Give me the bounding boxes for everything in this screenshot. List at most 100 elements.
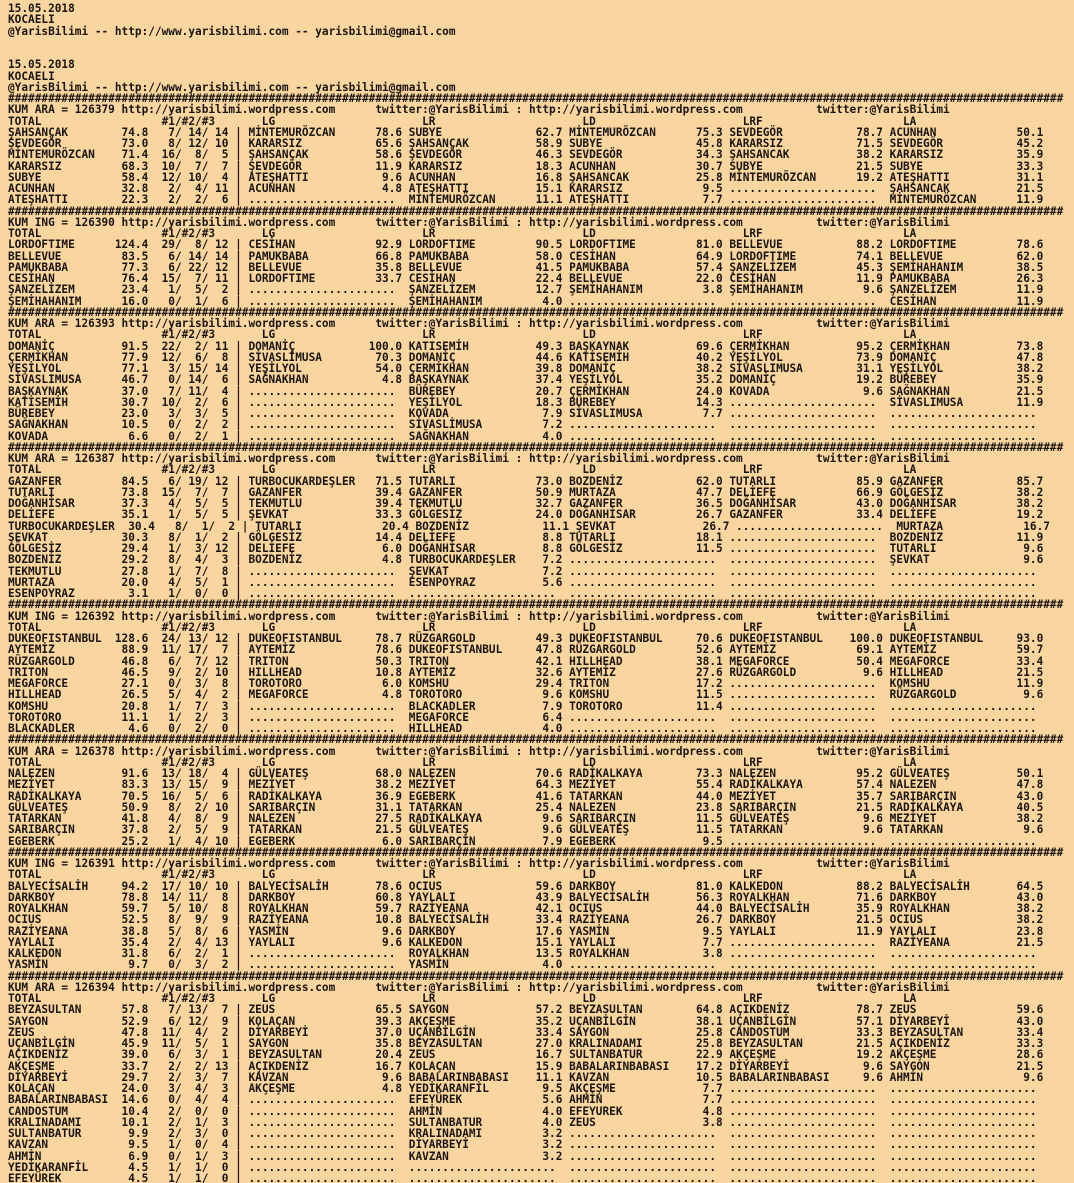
stat-cell-ld: ...................... — [569, 429, 730, 443]
section-divider: ########################################… — [8, 440, 1064, 454]
stat-cell-ld: CESİHAN 64.9 — [569, 249, 730, 263]
finish-counts: 5/ 4/ 2 — [148, 688, 229, 702]
horse-name: BALYECİSALİH — [8, 879, 109, 893]
stat-cell-la: SAYGON 21.5 — [889, 1059, 1050, 1073]
horse-name: MEGAFORCE — [8, 677, 109, 690]
column-separator: | — [228, 362, 249, 375]
stat-cell-lrf: GAZANFER 33.4 — [729, 508, 890, 522]
stat-cell-lg: YAYLALI 9.6 — [248, 935, 409, 949]
table-row: AHMİN 6.9 0/ 1/ 3 | ....................… — [8, 1150, 1074, 1162]
stat-cell-lrf: BABALARINBABASI 9.6 — [729, 1070, 890, 1084]
total-value: 70.5 — [108, 789, 149, 803]
table-row: CANDOSTUM 10.4 2/ 0/ 0 | ...............… — [8, 1104, 1074, 1118]
total-value: 3.1 — [108, 587, 149, 600]
stat-cell-ld: YAYLALI 7.7 — [569, 935, 730, 949]
total-value: 20.0 — [108, 575, 149, 589]
column-separator: | — [228, 688, 249, 702]
horse-name: DUKEOFISTANBUL — [8, 632, 109, 645]
stat-cell-la: OCIUS 38.2 — [889, 913, 1050, 927]
stat-cell-lg: ...................... — [248, 1138, 409, 1152]
column-separator: | — [228, 1070, 249, 1084]
horse-name: ŞAHSANÇAK — [8, 125, 109, 139]
stat-cell-lg: ZEUS 65.5 — [248, 1003, 409, 1017]
stat-cell-lr: PAMUKBABA 58.0 — [408, 249, 570, 263]
stat-cell-lg: ...................... — [248, 1104, 409, 1118]
total-value: 77.9 — [108, 350, 149, 364]
stat-cell-ld: SEVDEGÖR 34.3 — [569, 148, 730, 162]
stat-cell-ld: EGEBERK 9.5 — [569, 834, 730, 848]
stat-cell-lr: ROYALKHAN 13.5 — [408, 947, 570, 960]
finish-counts: 1/ 3/ 12 — [148, 542, 229, 555]
stat-cell-lr: YEŞİLYOL 18.3 — [408, 395, 570, 409]
stat-cell-lg: LORDOFTIME 33.7 — [248, 272, 409, 285]
stat-cell-lg: ...................... — [248, 418, 409, 432]
finish-counts: 13/ 15/ 9 — [148, 778, 229, 792]
finish-counts: 8/ 4/ 3 — [148, 553, 229, 567]
table-row: ŞEVKAT 30.3 8/ 1/ 2 | GÖLGESİZ 14.4 DELİ… — [8, 532, 1074, 543]
column-separator: | — [228, 902, 249, 915]
stat-cell-ld: ...................... — [569, 958, 730, 972]
stat-cell-la: YEŞİLYOL 38.2 — [889, 362, 1050, 375]
stat-cell-lg: ...................... — [248, 947, 409, 960]
stat-cell-ld: BAŞKAYNAK 69.6 — [569, 339, 730, 353]
column-separator: | — [228, 395, 249, 409]
table-row: PAMUKBABA 77.3 6/ 22/ 12 | BELLEVUE 35.8… — [8, 262, 1074, 273]
stat-cell-lr: DELİEFE 8.8 — [408, 530, 570, 544]
stat-cell-lrf: ...................... — [729, 1104, 890, 1118]
stat-cell-la: DOĞANHİSAR 38.2 — [889, 497, 1050, 510]
finish-counts: 4/ 5/ 5 — [148, 497, 229, 510]
table-row: EFEYÜREK 4.5 1/ 1/ 0 | .................… — [8, 1173, 1074, 1183]
horse-name: SARIBARÇIN — [8, 823, 109, 837]
column-separator: | — [228, 1048, 249, 1062]
stat-cell-la: NALEZEN 47.8 — [889, 778, 1050, 792]
section-divider: ########################################… — [8, 733, 1064, 747]
stat-cell-ld: ŞAHSANCAK 25.8 — [569, 170, 730, 184]
table-row: TRITON 46.5 9/ 2/ 10 | HILLHEAD 10.8 AYT… — [8, 667, 1074, 678]
table-row: YEŞİLYOL 77.1 3/ 15/ 14 | YEŞİLYOL 54.0 … — [8, 363, 1074, 374]
stat-cell-la: ...................... — [889, 699, 1050, 713]
stat-cell-la: PAMUKBABA 26.3 — [889, 272, 1050, 285]
stat-cell-lrf: AYTEMİZ 69.1 — [729, 643, 890, 657]
stat-cell-lg: GAZANFER 39.4 — [248, 485, 409, 499]
stat-cell-la: SİVASLIMUSA 11.9 — [889, 395, 1050, 409]
table-row: MEGAFORCE 27.1 0/ 3/ 8 | TOROTORO 6.0 KO… — [8, 678, 1074, 689]
stat-cell-la: ...................... — [889, 1127, 1050, 1140]
column-separator: | — [228, 789, 249, 803]
stat-cell-la: MEZİYET 38.2 — [889, 812, 1050, 825]
total-value: 52.5 — [108, 913, 149, 927]
horse-name: EFEYÜREK — [8, 1172, 109, 1183]
horse-name: SİVASLIMUSA — [8, 373, 109, 387]
stat-cell-la: ATEŞHATTI 31.1 — [889, 170, 1050, 184]
horse-name: YAYLALI — [8, 935, 109, 949]
stat-cell-ld: TOROTORO 11.4 — [569, 699, 730, 713]
stat-cell-lg: PAMUKBABA 66.8 — [248, 249, 409, 263]
stat-cell-ld: TRITON 17.2 — [569, 677, 730, 690]
finish-counts: 0/ 14/ 6 — [148, 373, 229, 387]
table-row: DARKBOY 78.8 14/ 11/ 8 | DARKBOY 60.8 YA… — [8, 892, 1074, 903]
table-row: ŞANZELİZEM 23.4 1/ 5/ 2 | ..............… — [8, 284, 1074, 295]
table-row: MİNTEMURÖZCAN 71.4 16/ 8/ 5 | ŞAHSANÇAK … — [8, 149, 1074, 160]
column-header: TOTAL #1/#2/#3 LG LR LD LRF LA — [8, 227, 1050, 240]
stat-cell-lg: ...................... — [248, 395, 409, 409]
finish-counts: 6/ 3/ 1 — [148, 1048, 229, 1062]
stat-cell-lg: DARKBOY 60.8 — [248, 890, 409, 904]
total-value: 26.5 — [108, 688, 149, 702]
finish-counts: 6/ 19/ 12 — [148, 474, 229, 488]
total-value: 32.8 — [108, 182, 149, 195]
stat-cell-lrf: ...................... — [729, 1172, 890, 1183]
horse-name: KAVZAN — [8, 1138, 109, 1152]
table-row: BÜREBEY 23.0 3/ 3/ 5 | .................… — [8, 408, 1074, 419]
column-separator: | — [228, 1059, 249, 1073]
horse-name: BABALARINBABASI — [8, 1093, 109, 1107]
stat-cell-lrf: ...................... — [729, 542, 890, 555]
table-row: EGEBERK 25.2 1/ 4/ 10 | EGEBERK 6.0 SARI… — [8, 834, 1074, 848]
table-row: YAYLALI 35.4 2/ 4/ 13 | YAYLALI 9.6 KALK… — [8, 937, 1074, 948]
total-value: 74.8 — [108, 125, 149, 139]
total-value: 29.4 — [108, 542, 149, 555]
total-value: 22.3 — [108, 193, 149, 207]
stat-cell-lr: RÜZGARGOLD 49.3 — [408, 632, 570, 645]
horse-name: YEDİKARANFİL — [8, 1160, 109, 1174]
stat-cell-ld: RÜZGARGOLD 52.6 — [569, 643, 730, 657]
total-value: 83.5 — [108, 249, 149, 263]
stat-cell-lr: ...................... — [408, 1160, 570, 1174]
